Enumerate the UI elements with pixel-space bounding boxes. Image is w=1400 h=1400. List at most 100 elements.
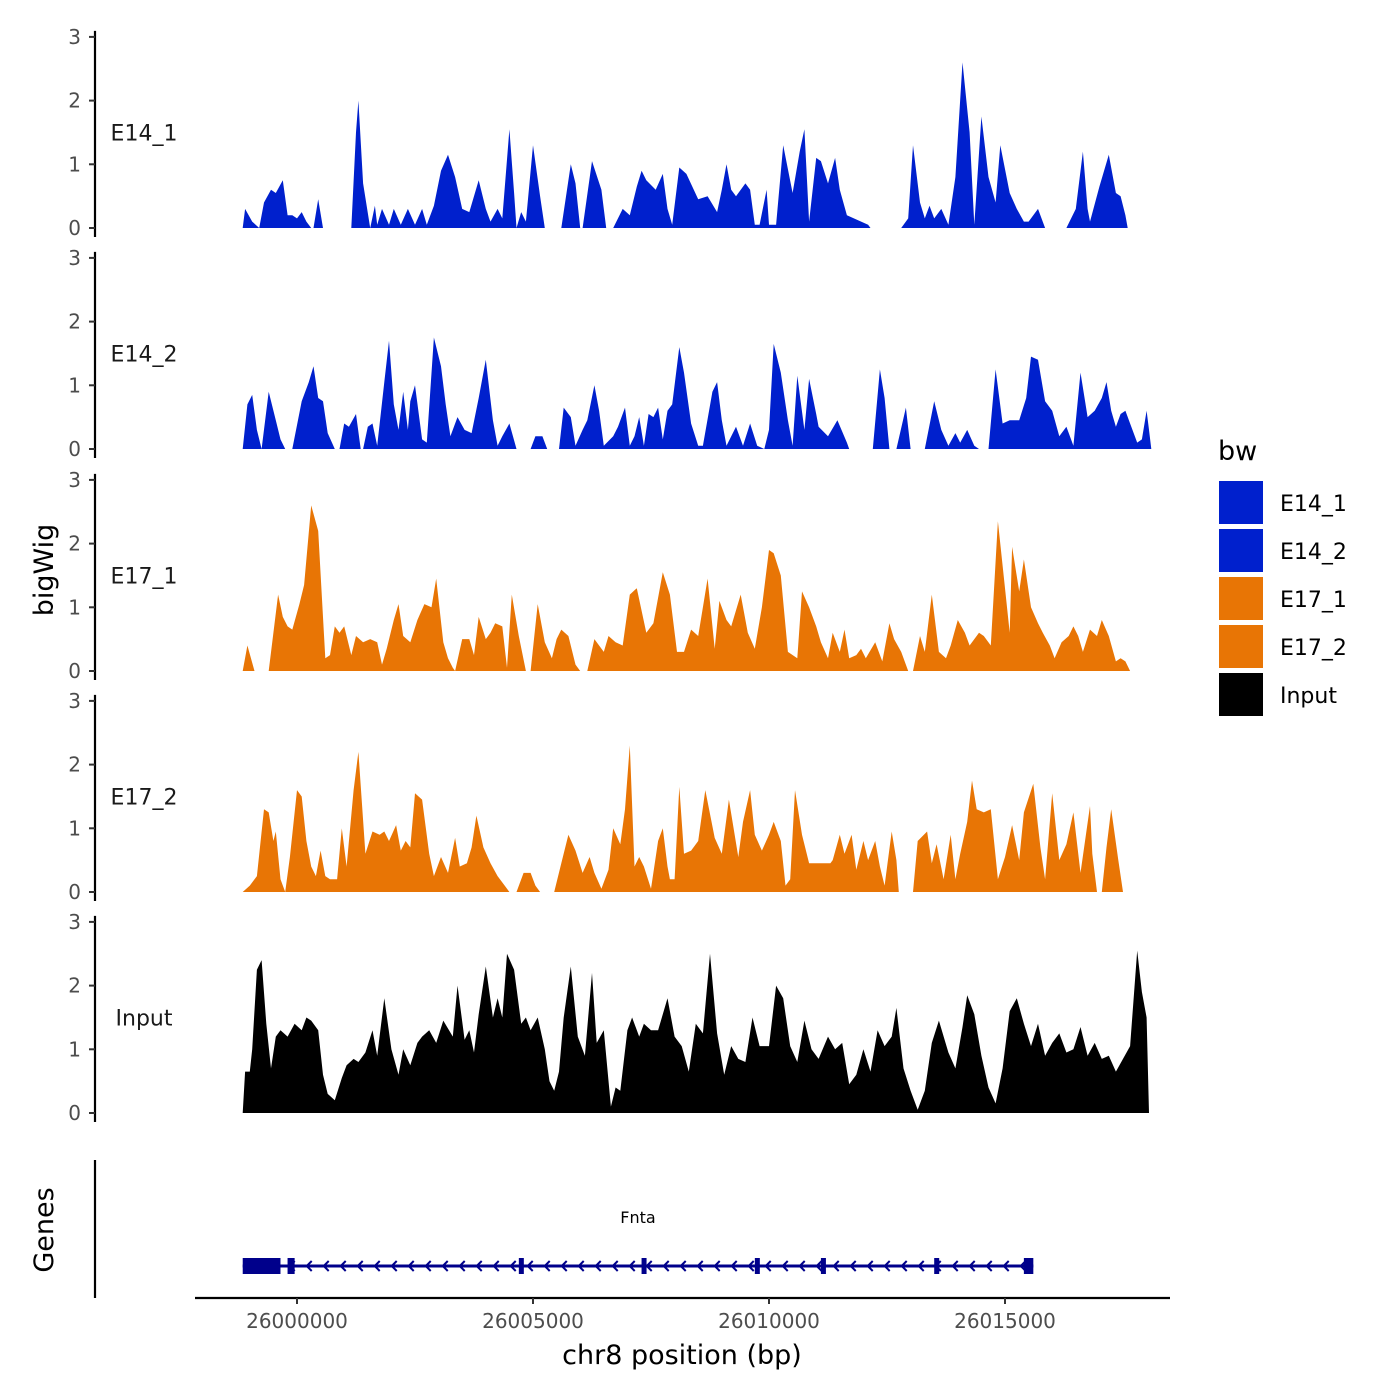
y-tick-label: 0 bbox=[68, 437, 81, 461]
gene-name-label: Fnta bbox=[620, 1208, 655, 1227]
strand-arrow bbox=[662, 1260, 670, 1272]
x-axis: 26000000 26005000 26010000 26015000 bbox=[195, 1296, 1170, 1333]
gene-track: Fnta bbox=[93, 1160, 1034, 1298]
track-e14-1: 0 1 2 3 E14_1 bbox=[68, 25, 1128, 240]
legend-label-e14-2: E14_2 bbox=[1280, 540, 1347, 565]
y-tick-label: 1 bbox=[68, 816, 81, 840]
strand-arrow bbox=[509, 1260, 517, 1272]
x-tick-label: 26010000 bbox=[718, 1309, 820, 1333]
track-label-input: Input bbox=[116, 1006, 173, 1031]
x-tick-label: 26005000 bbox=[482, 1309, 584, 1333]
y-tick-label: 3 bbox=[68, 468, 81, 492]
strand-arrow bbox=[696, 1260, 704, 1272]
strand-arrow bbox=[713, 1260, 721, 1272]
legend-swatch-e14-1 bbox=[1219, 481, 1263, 524]
legend-label-e17-2: E17_2 bbox=[1280, 636, 1347, 661]
coverage-area-input bbox=[242, 950, 1149, 1113]
coverage-tracks: 0 1 2 3 E14_1 0 1 2 3 E14_2 0 1 2 3 E17_1 0 1 2 3 E17_2 0 1 2 3… bbox=[68, 25, 1152, 1125]
coverage-area-e17-2 bbox=[242, 745, 1123, 892]
strand-arrow bbox=[645, 1260, 653, 1272]
strand-arrow bbox=[339, 1260, 347, 1272]
strand-arrow bbox=[917, 1260, 925, 1272]
coverage-area-e17-1 bbox=[242, 505, 1131, 671]
y-tick-label: 3 bbox=[68, 689, 81, 713]
legend-label-e14-1: E14_1 bbox=[1280, 492, 1347, 517]
y-tick-label: 2 bbox=[68, 310, 81, 334]
strand-arrow bbox=[424, 1260, 432, 1272]
y-tick-label: 0 bbox=[68, 1101, 81, 1125]
strand-arrow bbox=[883, 1260, 891, 1272]
y-tick-label: 3 bbox=[68, 910, 81, 934]
y-tick-label: 0 bbox=[68, 659, 81, 683]
legend-swatch-e14-2 bbox=[1219, 529, 1263, 572]
gene-exon bbox=[754, 1258, 760, 1274]
gene-exon bbox=[242, 1258, 281, 1274]
legend: bw E14_1 E14_2 E17_1 E17_2 Input bbox=[1218, 436, 1347, 716]
strand-arrow bbox=[866, 1260, 874, 1272]
strand-arrow bbox=[781, 1260, 789, 1272]
y-tick-label: 3 bbox=[68, 25, 81, 49]
strand-arrow bbox=[611, 1260, 619, 1272]
strand-arrow bbox=[1002, 1260, 1010, 1272]
y-tick-label: 1 bbox=[68, 1037, 81, 1061]
y-axis-title: bigWig bbox=[29, 524, 60, 617]
x-tick-label: 26015000 bbox=[954, 1309, 1056, 1333]
coverage-area-e14-1 bbox=[242, 62, 1128, 229]
strand-arrow bbox=[356, 1260, 364, 1272]
strand-arrow bbox=[985, 1260, 993, 1272]
gene-exon bbox=[934, 1258, 940, 1274]
y-tick-label: 2 bbox=[68, 753, 81, 777]
strand-arrow bbox=[730, 1260, 738, 1272]
legend-label-e17-1: E17_1 bbox=[1280, 588, 1347, 613]
strand-arrow bbox=[492, 1260, 500, 1272]
coverage-area-e14-2 bbox=[242, 337, 1152, 449]
gene-exon bbox=[518, 1258, 524, 1274]
strand-arrow bbox=[305, 1260, 313, 1272]
gene-exon bbox=[641, 1258, 647, 1274]
strand-arrow bbox=[968, 1260, 976, 1272]
strand-arrow bbox=[560, 1260, 568, 1272]
gene-exon bbox=[820, 1258, 826, 1274]
strand-arrow bbox=[951, 1260, 959, 1272]
track-label-e17-2: E17_2 bbox=[111, 785, 178, 810]
strand-arrow bbox=[441, 1260, 449, 1272]
y-tick-label: 0 bbox=[68, 216, 81, 240]
x-axis-title: chr8 position (bp) bbox=[562, 1340, 802, 1371]
legend-title: bw bbox=[1218, 436, 1257, 467]
y-tick-label: 1 bbox=[68, 152, 81, 176]
gene-exon bbox=[1023, 1258, 1034, 1274]
strand-arrow bbox=[475, 1260, 483, 1272]
legend-swatch-e17-1 bbox=[1219, 577, 1263, 620]
y-tick-label: 2 bbox=[68, 89, 81, 113]
track-label-e17-1: E17_1 bbox=[111, 564, 178, 589]
track-e17-2: 0 1 2 3 E17_2 bbox=[68, 689, 1123, 904]
strand-arrow bbox=[747, 1260, 755, 1272]
strand-arrow bbox=[832, 1260, 840, 1272]
track-label-e14-1: E14_1 bbox=[111, 121, 178, 146]
gene-track-title: Genes bbox=[29, 1187, 60, 1272]
legend-swatch-e17-2 bbox=[1219, 625, 1263, 668]
strand-arrow bbox=[849, 1260, 857, 1272]
y-tick-label: 2 bbox=[68, 532, 81, 556]
strand-arrow bbox=[526, 1260, 534, 1272]
strand-arrow bbox=[373, 1260, 381, 1272]
track-label-e14-2: E14_2 bbox=[111, 342, 178, 367]
strand-arrow bbox=[458, 1260, 466, 1272]
y-tick-label: 2 bbox=[68, 974, 81, 998]
y-tick-label: 0 bbox=[68, 880, 81, 904]
legend-swatch-input bbox=[1219, 673, 1263, 716]
strand-arrow bbox=[543, 1260, 551, 1272]
strand-arrow bbox=[900, 1260, 908, 1272]
y-tick-label: 1 bbox=[68, 595, 81, 619]
strand-arrow bbox=[764, 1260, 772, 1272]
gene-exon bbox=[287, 1258, 295, 1274]
track-e17-1: 0 1 2 3 E17_1 bbox=[68, 468, 1131, 683]
strand-arrow bbox=[815, 1260, 823, 1272]
strand-arrow bbox=[628, 1260, 636, 1272]
strand-arrow bbox=[577, 1260, 585, 1272]
strand-arrow bbox=[798, 1260, 806, 1272]
legend-label-input: Input bbox=[1280, 684, 1337, 709]
strand-arrow bbox=[594, 1260, 602, 1272]
strand-arrow bbox=[390, 1260, 398, 1272]
